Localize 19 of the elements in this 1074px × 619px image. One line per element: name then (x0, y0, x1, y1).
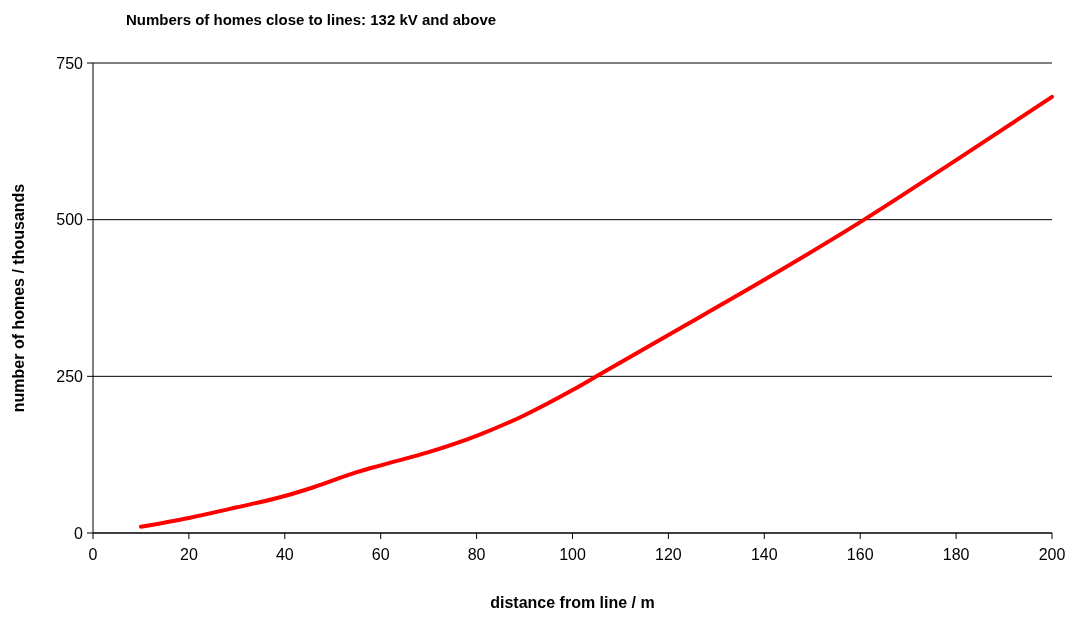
chart-title: Numbers of homes close to lines: 132 kV and above (126, 11, 497, 28)
x-tick-label: 120 (655, 546, 682, 563)
x-tick-label: 60 (371, 546, 390, 563)
y-tick-label: 750 (56, 54, 84, 72)
x-tick-label: 140 (750, 546, 778, 563)
x-tick-label: 200 (1038, 546, 1066, 563)
y-tick-label: 250 (56, 367, 84, 385)
x-tick-label: 180 (942, 546, 970, 563)
y-tick-label: 500 (56, 211, 84, 229)
x-axis-title: distance from line / m (490, 594, 655, 611)
x-tick-label: 0 (88, 546, 98, 563)
x-tick-label: 100 (559, 546, 586, 563)
x-tick-label: 80 (467, 546, 486, 563)
x-tick-label: 160 (846, 546, 874, 563)
y-tick-label: 0 (74, 524, 84, 542)
x-tick-label: 40 (275, 546, 294, 563)
y-axis-title: number of homes / thousands (10, 183, 27, 413)
line-series (138, 94, 1054, 529)
x-tick-label: 20 (180, 546, 198, 563)
